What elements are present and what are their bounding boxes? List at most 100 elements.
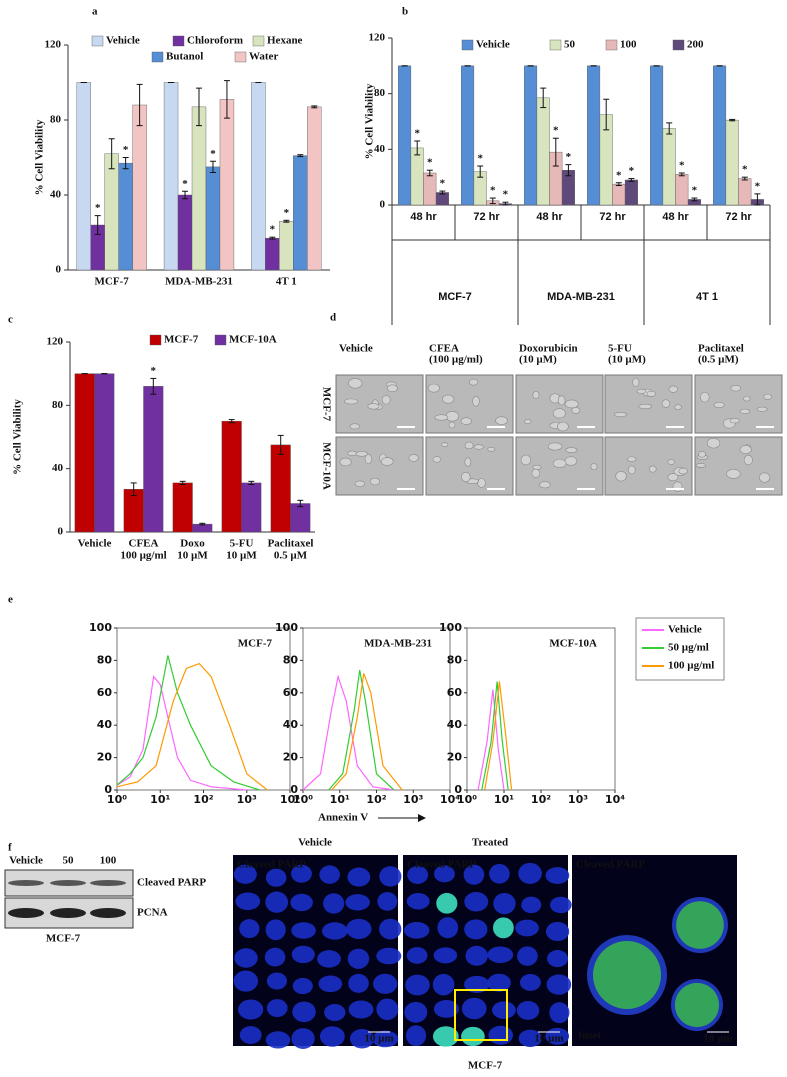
plot-title: MDA-MB-231 [364,638,432,650]
legend-label: Hexane [267,35,303,47]
cell [442,394,455,404]
cell [339,457,352,467]
group-label: MDA-MB-231 [547,291,615,303]
nucleus [347,948,370,969]
significance: * [616,169,622,181]
x-tick-label: Paclitaxel [268,538,314,550]
cell [347,450,358,456]
y-tick-label: 40 [447,718,463,731]
lane-label: 50 [63,855,75,867]
x-tick-label: 72 hr [599,211,626,223]
nucleus [515,919,539,937]
nucleus [437,917,459,939]
cell [713,402,725,408]
y-tick-label: 80 [50,114,62,126]
nucleus [489,864,510,884]
cell [524,419,532,425]
y-tick-label: 100 [89,621,112,634]
significance: * [477,153,483,165]
cell [632,377,640,387]
bar [118,162,133,271]
cell [698,451,706,458]
band [90,908,126,918]
y-tick-label: 120 [47,336,64,348]
bar [675,174,689,206]
nucleus [405,974,430,996]
cell [473,444,484,450]
cell [729,418,740,424]
cell [349,423,360,430]
nucleus [432,1026,459,1047]
cell [472,396,480,407]
significance: * [566,151,572,163]
nucleus [317,950,341,968]
cell [520,454,532,466]
legend-swatch [91,35,104,47]
nucleus [379,918,402,940]
nucleus [291,945,315,964]
bar [191,106,207,271]
histogram-curve [116,675,247,791]
significance: * [755,180,761,192]
cell [531,468,541,478]
scale-label: 10 µm [364,1033,393,1045]
row-label: MCF-10A [320,442,332,490]
cell [648,465,657,473]
y-axis-label: % Cell Viability [364,83,376,159]
inset-box [454,989,508,1041]
histogram-curve [328,669,395,791]
parp-stain [674,982,720,1028]
y-tick-label: 40 [374,143,386,155]
x-tick-label: 10¹ [330,793,350,806]
nucleus [546,974,572,995]
cell [381,395,391,405]
column-label: Doxorubicin [519,343,578,355]
panel-label: e [8,594,13,606]
arrow-head [418,814,426,822]
panel-label: f [8,842,12,854]
plot-title: MCF-10A [549,638,597,650]
bar [536,97,550,206]
cell [674,404,682,410]
significance: * [151,365,157,377]
nucleus [404,1001,428,1023]
y-tick-label: 0 [290,783,298,796]
cell [552,458,567,468]
cell [364,454,372,465]
cell [678,467,688,475]
cell [730,384,741,392]
legend-swatch [234,51,247,63]
nucleus [406,893,430,910]
legend-label: Water [249,51,278,63]
nucleus [235,892,261,911]
cell [441,442,449,448]
nucleus [407,865,429,884]
y-tick-label: 100 [439,621,462,634]
x-tick-label: 48 hr [662,211,689,223]
significance: * [692,185,698,197]
nucleus [292,977,313,995]
cell [461,471,471,483]
nucleus [519,974,541,991]
x-tick-label: 10² [366,793,386,806]
column-sublabel: (10 µM) [519,354,557,366]
cell [355,451,369,457]
significance: * [414,128,420,140]
nucleus [266,972,287,990]
cell [668,385,678,393]
x-tick-label: 10² [531,793,551,806]
x-tick-sublabel: 10 µM [177,550,208,562]
histogram-curve [116,662,268,791]
nucleus [348,1000,374,1019]
legend-label: Chloroform [187,35,243,47]
x-tick-label: 10⁰ [457,793,477,806]
band [8,880,44,886]
y-tick-label: 80 [283,653,299,666]
nucleus [291,1028,315,1049]
cell [564,456,578,466]
cell [532,464,542,470]
parp-stain [593,941,661,1009]
legend-label: MCF-7 [164,334,199,346]
significance: * [123,144,129,156]
bar [624,179,638,206]
